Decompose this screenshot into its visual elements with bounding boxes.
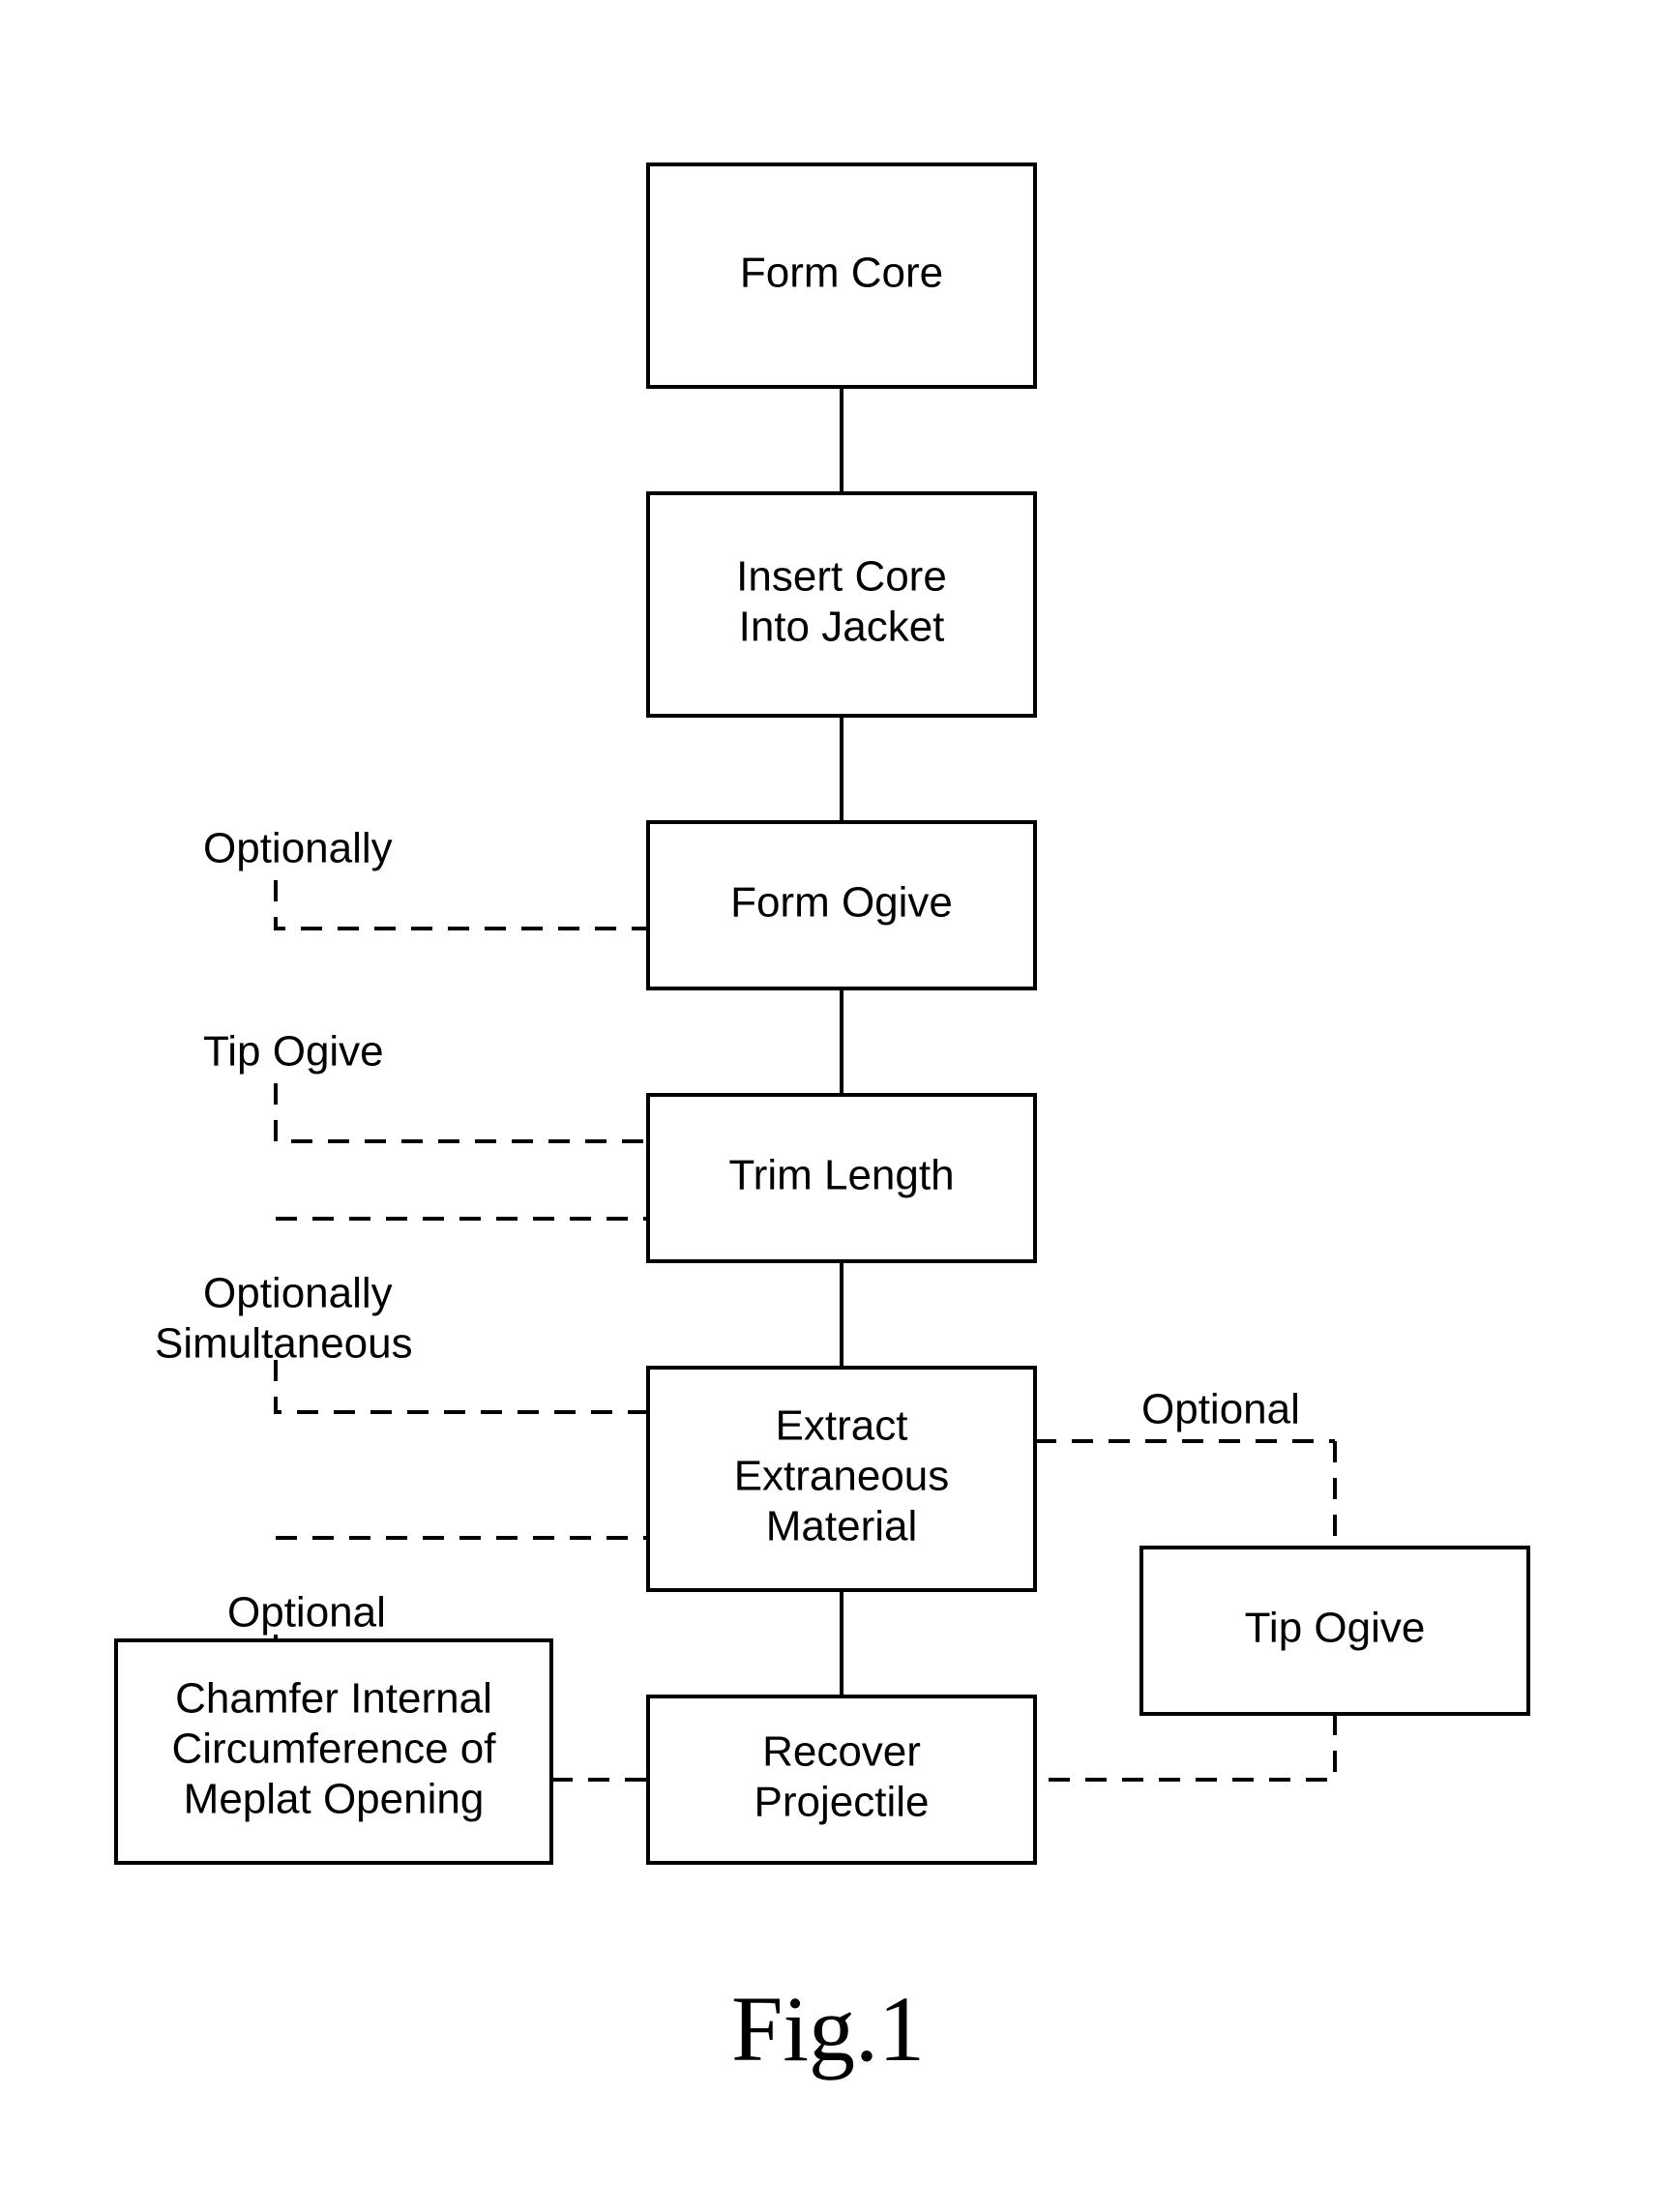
node-label-recover-line1: Projectile: [755, 1779, 930, 1826]
annotation-optionally: Optionally: [203, 825, 393, 872]
annotation-optional-left: Optional: [227, 1589, 386, 1637]
node-tip-ogive-right: Tip Ogive: [1141, 1548, 1528, 1714]
node-label-chamfer-line1: Circumference of: [171, 1725, 496, 1773]
node-recover: RecoverProjectile: [648, 1696, 1035, 1863]
node-extract: ExtractExtraneousMaterial: [648, 1368, 1035, 1590]
node-label-chamfer-line2: Meplat Opening: [184, 1776, 485, 1823]
node-label-extract-line1: Extraneous: [734, 1453, 950, 1500]
node-label-insert-core-line0: Insert Core: [736, 553, 947, 601]
flowchart-diagram: Form Core Insert CoreInto Jacket Form Ogiv…: [0, 0, 1657, 2212]
node-label-form-ogive-line0: Form Ogive: [730, 879, 953, 927]
node-form-ogive: Form Ogive: [648, 822, 1035, 988]
annotation-optional-right: Optional: [1141, 1386, 1300, 1433]
annotation-opt-sim-1: Optionally: [203, 1270, 393, 1317]
annotation-tip-ogive-left: Tip Ogive: [203, 1028, 384, 1076]
node-label-trim-length-line0: Trim Length: [728, 1152, 954, 1199]
node-trim-length: Trim Length: [648, 1095, 1035, 1261]
node-label-extract-line0: Extract: [776, 1402, 908, 1450]
node-label-form-core-line0: Form Core: [740, 250, 943, 297]
node-insert-core: Insert CoreInto Jacket: [648, 493, 1035, 716]
node-chamfer: Chamfer InternalCircumference ofMeplat O…: [116, 1640, 551, 1863]
node-label-tip-ogive-right-line0: Tip Ogive: [1245, 1605, 1426, 1652]
node-form-core: Form Core: [648, 164, 1035, 387]
node-label-extract-line2: Material: [766, 1503, 918, 1550]
annotation-opt-sim-2: Simultaneous: [155, 1320, 413, 1368]
node-label-recover-line0: Recover: [762, 1728, 921, 1776]
node-label-insert-core-line1: Into Jacket: [739, 604, 945, 651]
node-label-chamfer-line0: Chamfer Internal: [175, 1675, 492, 1723]
figure-caption: Fig.1: [731, 1977, 925, 2080]
